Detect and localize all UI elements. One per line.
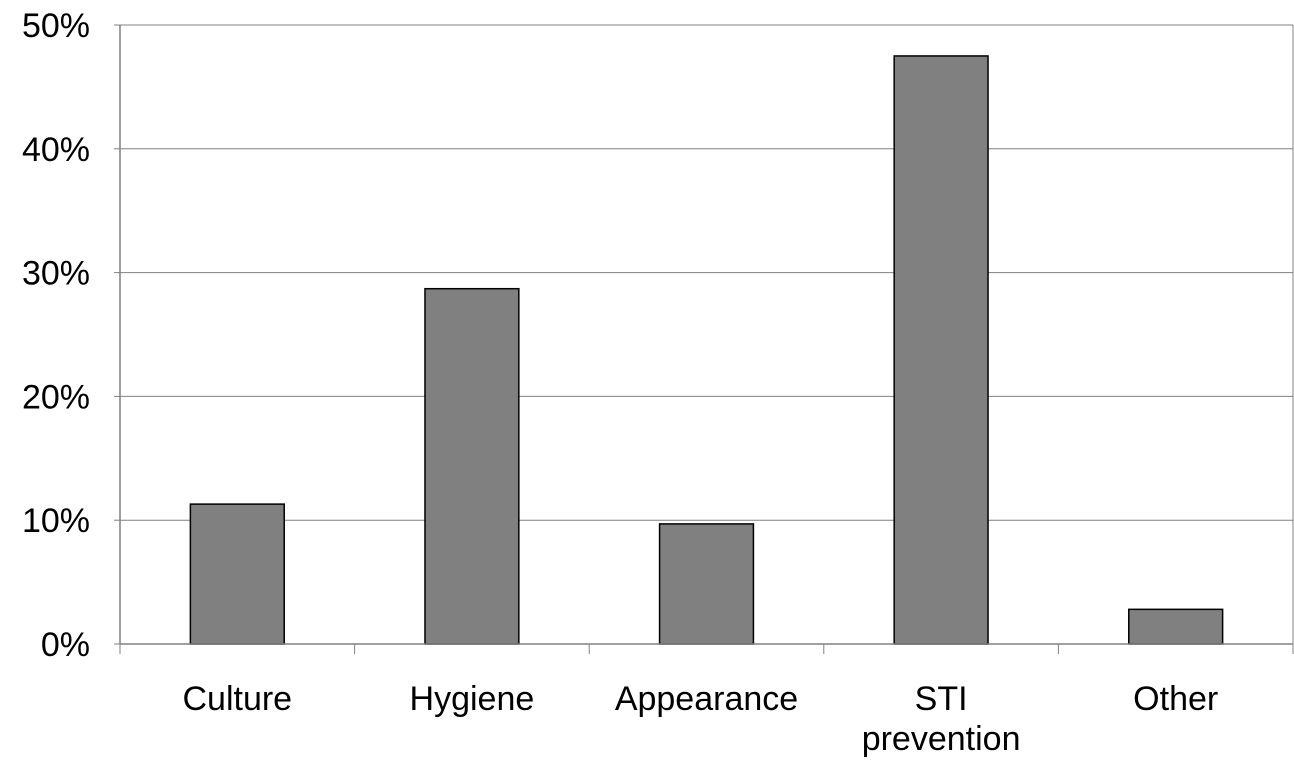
y-tick-labels: 0% 10% 20% 30% 40% 50% bbox=[22, 7, 90, 664]
bar-culture bbox=[189, 503, 285, 645]
x-category-label: Hygiene bbox=[410, 680, 535, 718]
gridlines bbox=[120, 24, 1293, 521]
y-tick-label: 30% bbox=[22, 255, 90, 293]
axes bbox=[114, 24, 1294, 654]
x-category-label: Appearance bbox=[615, 680, 798, 718]
bar-other bbox=[1128, 608, 1224, 645]
bar-appearance bbox=[658, 523, 755, 645]
y-tick-label: 10% bbox=[22, 502, 90, 540]
y-tick-label: 20% bbox=[22, 378, 90, 416]
bars bbox=[189, 55, 1224, 645]
bar-sti-prevention bbox=[893, 55, 989, 645]
y-tick-label: 50% bbox=[22, 7, 90, 45]
x-category-label: STI bbox=[915, 680, 968, 718]
x-category-label: prevention bbox=[862, 720, 1021, 758]
x-category-label: Other bbox=[1133, 680, 1218, 718]
y-tick-label: 0% bbox=[41, 626, 90, 664]
bar-hygiene bbox=[424, 287, 520, 645]
y-tick-label: 40% bbox=[22, 131, 90, 169]
x-category-label: Culture bbox=[182, 680, 292, 718]
